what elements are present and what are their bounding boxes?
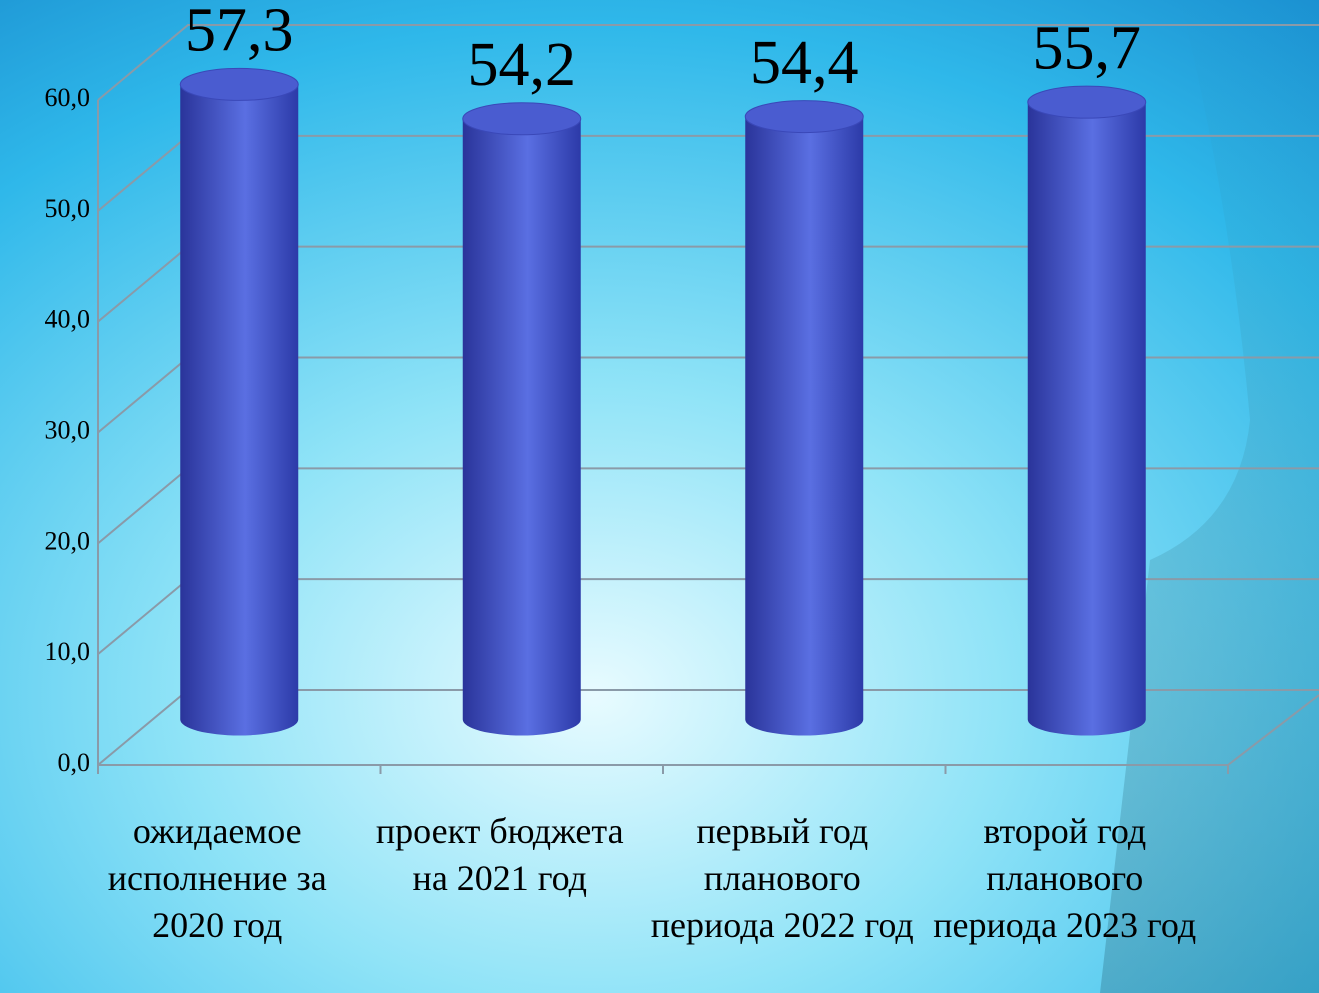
background-figure — [1100, 0, 1319, 993]
y-tick-label: 40,0 — [45, 305, 91, 334]
x-tick-label: проект бюджета на 2021 год — [375, 811, 624, 898]
cylinder-top — [462, 102, 582, 136]
y-tick-label: 10,0 — [45, 637, 91, 666]
cylinder-top — [179, 67, 299, 101]
x-tick-label: ожидаемое исполнение за 2020 год — [107, 811, 327, 945]
cylinder-top — [744, 100, 864, 134]
cylinder-body — [180, 84, 299, 736]
y-tick-label: 50,0 — [45, 194, 91, 223]
cylinder-body — [745, 116, 864, 736]
cylinder-body — [1027, 102, 1146, 736]
y-tick-label: 0,0 — [58, 748, 91, 777]
y-tick-label: 60,0 — [45, 83, 91, 112]
grid-line — [97, 24, 1319, 101]
y-tick-label: 20,0 — [45, 526, 91, 555]
value-label: 55,7 — [1033, 14, 1142, 82]
value-label: 54,4 — [750, 29, 859, 97]
floor-edge — [1227, 694, 1319, 766]
cylinder-top — [1027, 85, 1147, 119]
value-label: 54,2 — [468, 31, 577, 99]
x-tick-label: первый год планового периода 2022 год — [650, 811, 914, 945]
cylinder-body — [462, 118, 581, 736]
y-tick-label: 30,0 — [45, 415, 91, 444]
value-label: 57,3 — [185, 0, 294, 65]
x-tick-label: второй год планового периода 2023 год — [933, 811, 1197, 945]
